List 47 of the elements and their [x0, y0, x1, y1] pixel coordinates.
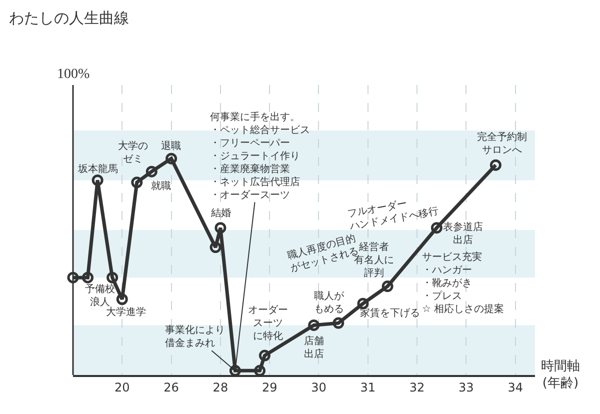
point — [258, 350, 270, 362]
annotation: 何事業に手を出す。・ペット総合サービス・フリーペーパー・ジュラートイ作り・産業廃棄物営業・ネット広告代理店・オーダースーツ — [210, 111, 310, 201]
annotation: サービス充実・ハンガー・靴みがき・プレス☆ 相応しさの提案 — [422, 251, 504, 315]
point — [210, 242, 222, 254]
annotation: 店舗出店 — [304, 335, 324, 360]
point — [166, 152, 178, 164]
x-tick-label: 33 — [458, 380, 474, 394]
x-tick-label: 29 — [262, 380, 278, 394]
point — [106, 272, 118, 284]
annotation: 事業化により借金まみれ — [165, 324, 225, 349]
annotation: 表参道店出店 — [443, 221, 483, 246]
annotation: 大学進学 — [106, 306, 146, 318]
point — [67, 272, 79, 284]
text: 100% — [57, 67, 90, 82]
x-axis-title: 時間軸(年齢) — [541, 359, 580, 391]
annotation: 大学のゼミ — [118, 140, 148, 165]
point — [229, 364, 241, 376]
point — [92, 174, 104, 186]
point — [430, 222, 442, 234]
x-tick-label: 32 — [409, 380, 425, 394]
x-tick-label: 26 — [164, 380, 179, 394]
x-tick-label: 28 — [212, 380, 228, 394]
annotation: 予備校浪人 — [85, 283, 115, 308]
x-tick-label: 20 — [114, 380, 130, 394]
annotation: 就職 — [151, 180, 171, 192]
point — [490, 159, 502, 171]
annotation: 職人がもめる — [314, 290, 345, 315]
x-tick-label: 30 — [311, 380, 326, 394]
x-tick-label: 31 — [360, 380, 376, 394]
point — [214, 222, 226, 234]
point — [116, 294, 128, 305]
point — [357, 298, 369, 310]
point — [382, 280, 394, 292]
annotation: オーダースーツに特化 — [248, 304, 288, 342]
point — [131, 176, 143, 188]
point — [254, 364, 266, 376]
point — [308, 319, 320, 331]
x-tick-label: 34 — [508, 380, 523, 394]
chart-title: わたしの人生曲線 — [9, 9, 129, 27]
point — [146, 166, 158, 178]
annotation: 坂本龍馬 — [77, 163, 118, 175]
text: 完全予約制サロンへ — [477, 131, 527, 156]
point — [332, 317, 344, 329]
annotation: 結婚 — [210, 208, 231, 219]
point — [82, 272, 94, 284]
text: 退職 — [161, 140, 181, 152]
annotation: フルオーダーハンドメイドへ移行 — [346, 198, 440, 233]
